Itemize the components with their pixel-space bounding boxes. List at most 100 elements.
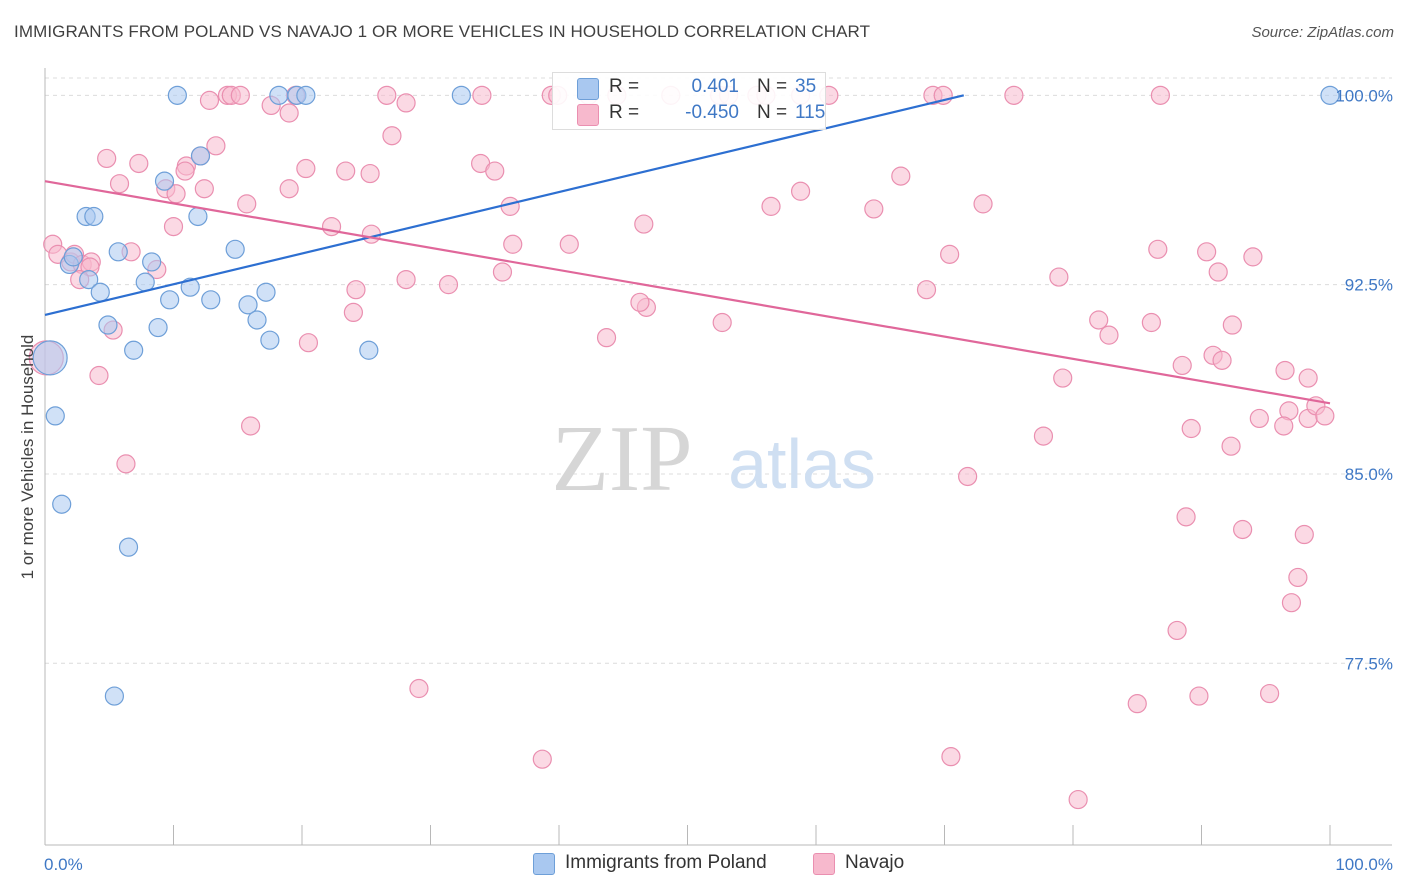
navajo-point [559, 234, 579, 254]
navajo-point [492, 262, 513, 282]
navajo-point [1222, 315, 1242, 335]
poland-point [269, 85, 289, 105]
navajo-point [973, 194, 993, 214]
navajo-point [630, 292, 650, 312]
poland-point [118, 537, 139, 557]
poland-point [238, 295, 258, 315]
navajo-point [109, 174, 130, 194]
navajo-point [163, 216, 184, 237]
navajo-point [503, 234, 523, 254]
navajo-point [206, 136, 226, 156]
poland-point [84, 206, 104, 227]
navajo-point [634, 214, 654, 234]
navajo-point [1315, 406, 1335, 426]
bottom-legend-label-navajo: Navajo [845, 852, 905, 873]
navajo-point [941, 747, 961, 767]
navajo-point [97, 148, 117, 169]
navajo-point [237, 194, 257, 214]
poland-point [154, 171, 175, 191]
navajo-point [1260, 683, 1280, 704]
poland-point [180, 277, 200, 297]
navajo-point [382, 126, 402, 146]
navajo-point [396, 93, 416, 113]
poland-point [167, 85, 187, 105]
navajo-point [1068, 789, 1088, 810]
poland-point [108, 242, 128, 262]
legend-swatch-navajo [577, 104, 599, 126]
navajo-point [1197, 242, 1217, 262]
navajo-point [396, 269, 416, 290]
navajo-point [1049, 267, 1069, 287]
navajo-point [1298, 368, 1318, 388]
watermark: ZIP atlas [552, 407, 876, 511]
x-tick-label-max: 100.0% [1335, 855, 1393, 874]
navajo-point [1249, 408, 1269, 429]
poland-point [247, 310, 267, 330]
poland-point [359, 340, 379, 360]
navajo-point [596, 328, 617, 348]
navajo-point [241, 416, 261, 436]
y-tick-label: 77.5% [1345, 654, 1393, 673]
navajo-point [1053, 368, 1073, 388]
navajo-point [1004, 85, 1024, 105]
poland-point [201, 290, 221, 310]
navajo-point [1033, 426, 1054, 446]
navajo-point [891, 166, 911, 186]
navajo-point [1294, 524, 1314, 545]
poland-point [52, 494, 72, 514]
navajo-point [1167, 620, 1187, 641]
poland-point [63, 247, 83, 267]
bottom-legend-swatch-poland [533, 853, 555, 875]
y-tick-label: 85.0% [1345, 465, 1393, 484]
bottom-legend-label-poland: Immigrants from Poland [565, 852, 767, 873]
navajo-point [279, 179, 299, 199]
navajo-point [1288, 567, 1308, 588]
legend-n-label: N = [757, 76, 788, 97]
poland-point [225, 239, 245, 259]
navajo-point [1099, 325, 1119, 345]
axis-labels: 100.0% 92.5% 85.0% 77.5% 0.0% 100.0% [44, 86, 1393, 874]
navajo-point [1141, 312, 1161, 333]
poland-point [296, 85, 316, 105]
navajo-point [940, 244, 960, 264]
navajo-point [1148, 239, 1168, 259]
y-axis-label: 1 or more Vehicles in Household [18, 334, 37, 580]
navajo-point [1176, 507, 1196, 527]
legend-r-label: R = [609, 76, 640, 97]
navajo-point [1189, 686, 1209, 706]
navajo-point [761, 196, 781, 216]
navajo-point [1150, 85, 1170, 105]
navajo-point [1172, 355, 1192, 376]
navajo-point [532, 749, 552, 769]
navajo-point [1181, 418, 1201, 439]
poland-points [32, 85, 1340, 706]
legend-n-label: N = [757, 102, 788, 123]
navajo-point [199, 90, 220, 110]
poland-point [45, 406, 65, 426]
navajo-point [958, 466, 978, 487]
navajo-point [298, 333, 319, 353]
x-tick-label-min: 0.0% [44, 855, 83, 874]
correlation-legend: R = 0.401 N = 35 R = -0.450 N = 115 [552, 72, 826, 130]
poland-point [98, 315, 118, 335]
navajo-point [1089, 310, 1109, 330]
navajo-point [1233, 519, 1253, 540]
watermark-zip: ZIP [552, 407, 693, 511]
navajo-point [472, 85, 492, 105]
poland-point [90, 282, 110, 302]
poland-point [32, 340, 68, 376]
navajo-points [28, 85, 1335, 810]
poland-point [79, 269, 99, 290]
navajo-point [279, 103, 299, 123]
poland-point [1320, 85, 1340, 105]
navajo-point [916, 280, 937, 300]
navajo-point [712, 312, 732, 333]
navajo-point [1208, 262, 1228, 282]
legend-r-value: 0.401 [691, 76, 739, 97]
chart-title: IMMIGRANTS FROM POLAND VS NAVAJO 1 OR MO… [14, 22, 871, 41]
navajo-point [438, 275, 459, 295]
poland-point [260, 330, 280, 350]
poland-point [104, 686, 124, 706]
watermark-atlas: atlas [728, 425, 876, 503]
